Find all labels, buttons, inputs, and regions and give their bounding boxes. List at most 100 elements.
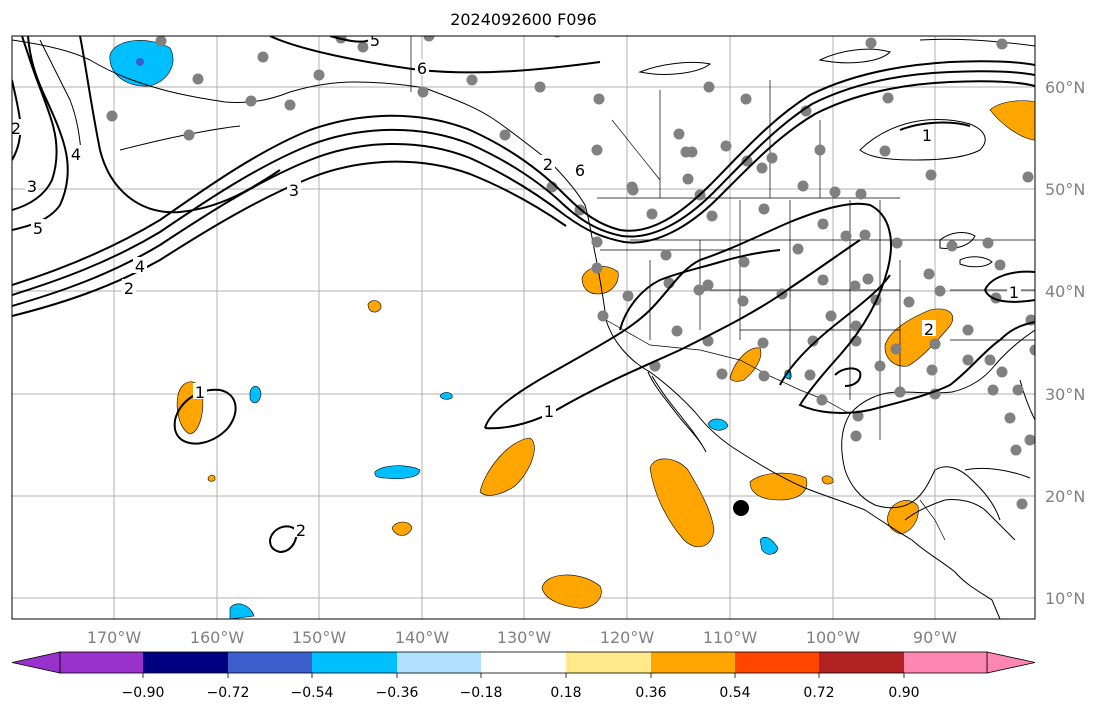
shade-area (229, 603, 255, 619)
station-dot (982, 237, 994, 249)
strong-negative-anomaly-areas (136, 58, 144, 66)
colorbar-segment (481, 652, 566, 673)
latitude-tick-labels: 60°N 50°N 40°N 30°N 20°N 10°N (1045, 78, 1085, 608)
colorbar-segment (566, 652, 651, 673)
station-dot (859, 229, 871, 241)
station-dot (926, 364, 938, 376)
station-dot (284, 99, 296, 111)
station-dot (934, 285, 946, 297)
colorbar-segment (735, 652, 819, 673)
station-dot (660, 249, 672, 261)
contour-label: 2 (543, 155, 553, 174)
longitude-tick-labels: 170°W 160°W 150°W 140°W 130°W 120°W 110°W 100°W… (87, 628, 957, 647)
station-dot (756, 162, 768, 174)
station-dot (682, 173, 694, 185)
station-markers (106, 36, 1035, 510)
colorbar-tick-label: 0.36 (635, 685, 666, 701)
station-dot (816, 394, 828, 406)
contour-label: 3 (289, 181, 299, 200)
station-dot (423, 36, 435, 42)
station-dot (593, 93, 605, 105)
station-dot (597, 310, 609, 322)
station-dot (817, 218, 829, 230)
contour-label: 1 (195, 383, 205, 402)
shade-area (479, 437, 535, 496)
colorbar-segment (228, 652, 312, 673)
station-dot (987, 384, 999, 396)
station-dot (417, 86, 429, 98)
station-dot (766, 152, 778, 164)
station-dot (591, 144, 603, 156)
colorbar-tick-label: −0.72 (207, 685, 250, 701)
station-dot (984, 354, 996, 366)
station-dot (738, 256, 750, 268)
contour-label: 1 (922, 126, 932, 145)
colorbar-tick-label: 0.54 (719, 685, 750, 701)
colorbar-extend-low (11, 651, 61, 674)
longitude-tick-label: 100°W (806, 628, 861, 647)
station-dot (996, 38, 1008, 50)
longitude-tick-label: 140°W (395, 628, 450, 647)
station-dot (894, 386, 906, 398)
shade-area (367, 300, 382, 313)
contour-label-bg (920, 126, 934, 142)
station-dot (804, 369, 816, 381)
station-dot (923, 268, 935, 280)
station-dot (929, 338, 941, 350)
station-dot (703, 81, 715, 93)
contour-label-bg (133, 257, 147, 273)
station-dot (313, 69, 325, 81)
colorbar-segment (143, 652, 228, 673)
latitude-tick-label: 50°N (1045, 180, 1085, 199)
station-dot (946, 240, 958, 252)
contour-label: 3 (27, 177, 37, 196)
station-dot (183, 129, 195, 141)
longitude-tick-label: 110°W (703, 628, 758, 647)
station-dot (925, 169, 937, 181)
station-dot (862, 273, 874, 285)
station-dot (1016, 498, 1028, 510)
contour-label: 1 (544, 402, 554, 421)
contour-lines (12, 36, 1035, 554)
contour-label-bg (922, 320, 936, 336)
contour-label: 6 (417, 59, 427, 78)
longitude-tick-label: 90°W (913, 628, 957, 647)
station-dot (622, 290, 634, 302)
contour-label-bg (294, 521, 308, 537)
station-dot (192, 73, 204, 85)
station-dot (466, 74, 478, 86)
contour-label-bg (368, 36, 382, 47)
station-dot (591, 262, 603, 274)
colorbar-tick-label: −0.90 (122, 685, 165, 701)
colorbar-segment (60, 652, 143, 673)
longitude-tick-label: 120°W (600, 628, 655, 647)
contour-label-bg (573, 161, 587, 177)
latitude-tick-label: 60°N (1045, 78, 1085, 97)
latitude-tick-label: 10°N (1045, 589, 1085, 608)
contour-label: 6 (575, 161, 585, 180)
station-dot (882, 92, 894, 104)
station-dot (903, 296, 915, 308)
colorbar-segment (651, 652, 735, 673)
latitude-tick-label: 40°N (1045, 282, 1085, 301)
colorbar-outline (59, 651, 988, 674)
shade-area (391, 521, 413, 536)
shade-area (707, 418, 729, 431)
longitude-tick-label: 170°W (87, 628, 142, 647)
storm-position-marker (733, 500, 749, 516)
station-dot (673, 128, 685, 140)
colorbar-tick-label: 0.18 (550, 685, 581, 701)
contour-label-bg (541, 155, 555, 171)
station-dot (671, 325, 683, 337)
station-dot (758, 203, 770, 215)
contour-label-bg (12, 119, 23, 135)
station-dot (257, 51, 269, 63)
map-frame (11, 35, 1036, 620)
station-dot (758, 370, 770, 382)
contour-label-bg (1007, 283, 1021, 299)
station-dot (850, 320, 862, 332)
latitude-tick-label: 20°N (1045, 487, 1085, 506)
contour-label-bg (25, 177, 39, 193)
